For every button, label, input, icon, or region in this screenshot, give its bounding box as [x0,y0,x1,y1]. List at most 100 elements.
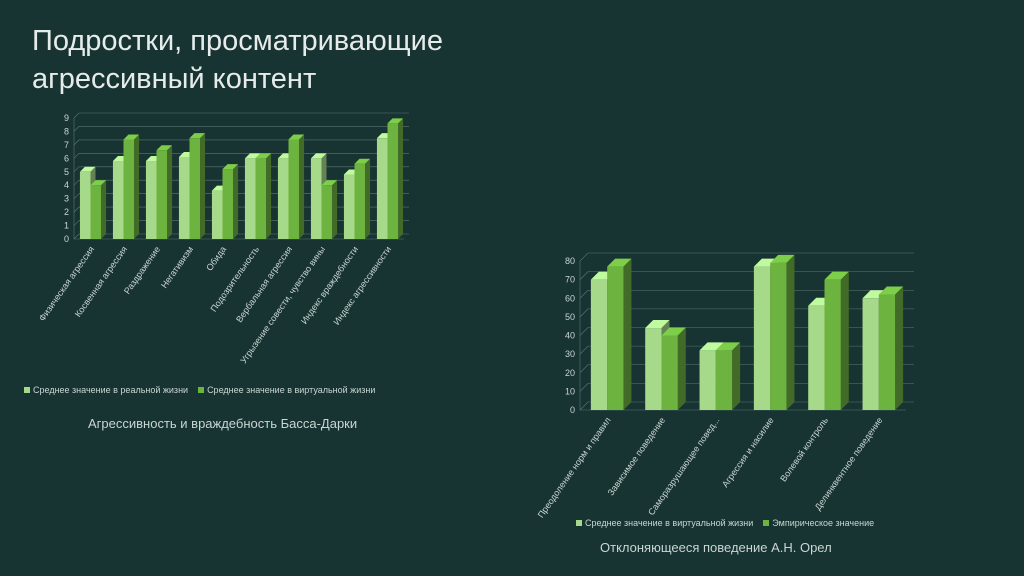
bar-front [79,171,91,239]
bar-front [321,185,333,239]
x-category-label: Обида [204,244,228,272]
gridline-depth [579,271,589,280]
bar-front [808,305,825,410]
bar-dark [123,134,140,239]
gridline-depth [579,308,589,318]
bar-top [310,153,327,159]
y-tick-label: 8 [64,126,69,136]
bar-dark [321,180,338,239]
bar-dark [661,327,686,410]
bar-front [156,150,168,239]
gridline-depth [73,112,80,119]
bar-front [112,161,124,239]
bar-front [343,174,355,239]
x-category-label: Зависимое поведение [606,415,668,497]
bar-side [200,133,206,239]
bar-top [661,327,686,336]
bar-front [211,190,223,239]
gridlines [579,252,914,411]
bar-side [365,158,371,239]
bar-front [590,279,608,410]
bar-side [266,153,272,239]
gridline-depth [73,153,80,159]
y-tick-label: 0 [64,234,69,244]
x-category-label: Физическая агрессия [37,244,96,323]
y-tick-label: 1 [64,221,69,231]
bar-front [715,350,733,410]
bar-top [645,320,670,329]
bar-top [123,134,140,140]
gridline-depth [73,166,80,172]
bar-side [623,258,632,410]
y-tick-label: 70 [565,275,575,285]
bar-dark [189,133,206,239]
bar-top [354,158,371,164]
chart2-legend: Среднее значение в виртуальной жизни Эмп… [576,518,874,528]
gridline-depth [73,206,80,213]
x-category-label: Негативизм [159,244,195,290]
x-category-label: Раздражение [122,244,162,295]
legend-item-real: Среднее значение в реальной жизни [24,385,188,395]
bar-top [79,166,96,172]
bar-front [387,123,399,239]
bar-top [288,134,305,140]
gridline-depth [579,252,589,262]
bar-top [878,286,904,295]
bar-side [134,134,140,239]
orel-bar-chart: 0 10 20 30 40 50 60 70 80 Преодоление норм и прав… [536,252,914,520]
y-tick-label: 10 [565,386,575,396]
bar-front [288,139,300,239]
bar-front [770,262,787,410]
legend-label-virtual2: Среднее значение в виртуальной жизни [585,518,754,528]
bar-front [244,158,256,239]
slide-title: Подростки, просматривающие агрессивный к… [32,22,552,98]
y-tick-label: 30 [565,349,575,359]
y-tick-label: 6 [64,153,69,163]
x-category-label: Индекс агрессивности [331,244,393,326]
bar-top [321,180,338,186]
gridline-depth [73,180,80,186]
bar-front [222,169,234,239]
bar-front [354,163,366,239]
bar-dark [354,158,371,239]
bar-front [189,138,201,239]
gridline-depth [73,193,80,199]
bar-side [398,118,404,239]
bar-top [770,254,795,263]
bar-front [699,350,716,410]
bar-dark [878,286,904,410]
y-tick-label: 9 [64,113,69,123]
bar-side [332,180,338,239]
gridline-depth [579,383,589,392]
gridline-depth [73,126,80,132]
y-tick-label: 4 [64,180,69,190]
legend-label-virtual: Среднее значение в виртуальной жизни [207,385,376,395]
legend-item-empirical: Эмпирическое значение [763,518,874,528]
bar-front [607,266,624,410]
chart1-legend: Среднее значение в реальной жизни Средне… [24,385,375,395]
bar-dark [387,118,404,239]
x-category-label: Вербальная агрессия [234,244,294,324]
bar-front [661,335,678,410]
bar-top [222,164,239,170]
bar-dark [607,258,632,410]
bar-side [101,180,107,239]
bar-dark [255,153,272,239]
y-tick-label: 50 [565,312,575,322]
x-category-label: Преодоление норм и правил [536,415,613,519]
bar-top [699,342,724,351]
gridline-depth [579,345,589,355]
bar-side [299,134,305,239]
legend-swatch-light2 [576,520,582,526]
slide-title-line1: Подростки, просматривающие [32,25,443,57]
legend-swatch-dark2 [763,520,770,526]
bar-top [387,118,404,124]
y-tick-label: 5 [64,167,69,177]
bar-front [645,328,662,410]
chart2-caption: Отклоняющееся поведение А.Н. Орел [600,540,832,555]
gridline-depth [579,327,589,336]
y-tick-label: 3 [64,194,69,204]
gridline-depth [73,139,80,146]
bar-side [233,164,239,239]
